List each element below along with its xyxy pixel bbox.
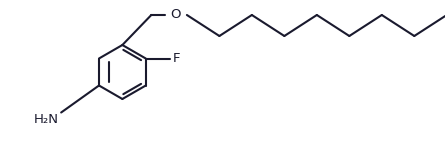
Text: F: F <box>173 52 180 65</box>
Text: H₂N: H₂N <box>34 113 59 126</box>
Text: O: O <box>170 9 181 21</box>
